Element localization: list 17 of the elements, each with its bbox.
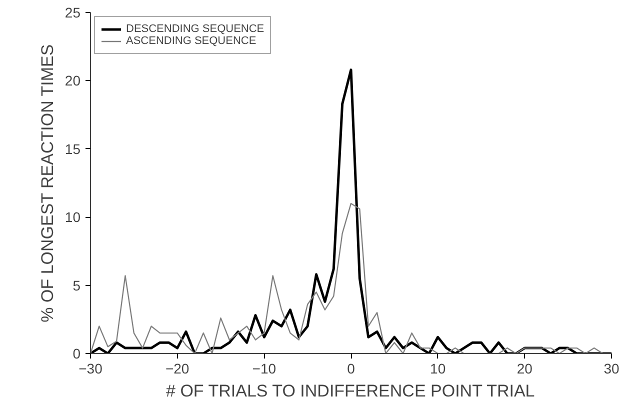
y-tick-label: 10: [64, 209, 81, 226]
x-tick-label: −20: [165, 360, 190, 376]
y-tick-label: 0: [72, 346, 81, 362]
x-tick-label: −10: [252, 360, 276, 376]
x-tick-label: 30: [604, 360, 620, 376]
x-axis-title: # OF TRIALS TO INDIFFERENCE POINT TRIAL: [166, 382, 535, 400]
y-tick-label: 20: [64, 72, 81, 89]
x-tick-label: 20: [516, 360, 533, 376]
x-tick-label: 0: [347, 360, 356, 376]
y-tick-label: 25: [64, 4, 81, 20]
y-tick-label: 15: [64, 140, 81, 157]
x-tick-label: −30: [78, 360, 103, 376]
y-axis-title: % OF LONGEST REACTION TIMES: [38, 44, 57, 322]
legend-label: ASCENDING SEQUENCE: [126, 35, 256, 47]
legend-label: DESCENDING SEQUENCE: [126, 23, 264, 35]
x-tick-label: 10: [430, 360, 446, 376]
y-tick-label: 5: [72, 277, 81, 294]
